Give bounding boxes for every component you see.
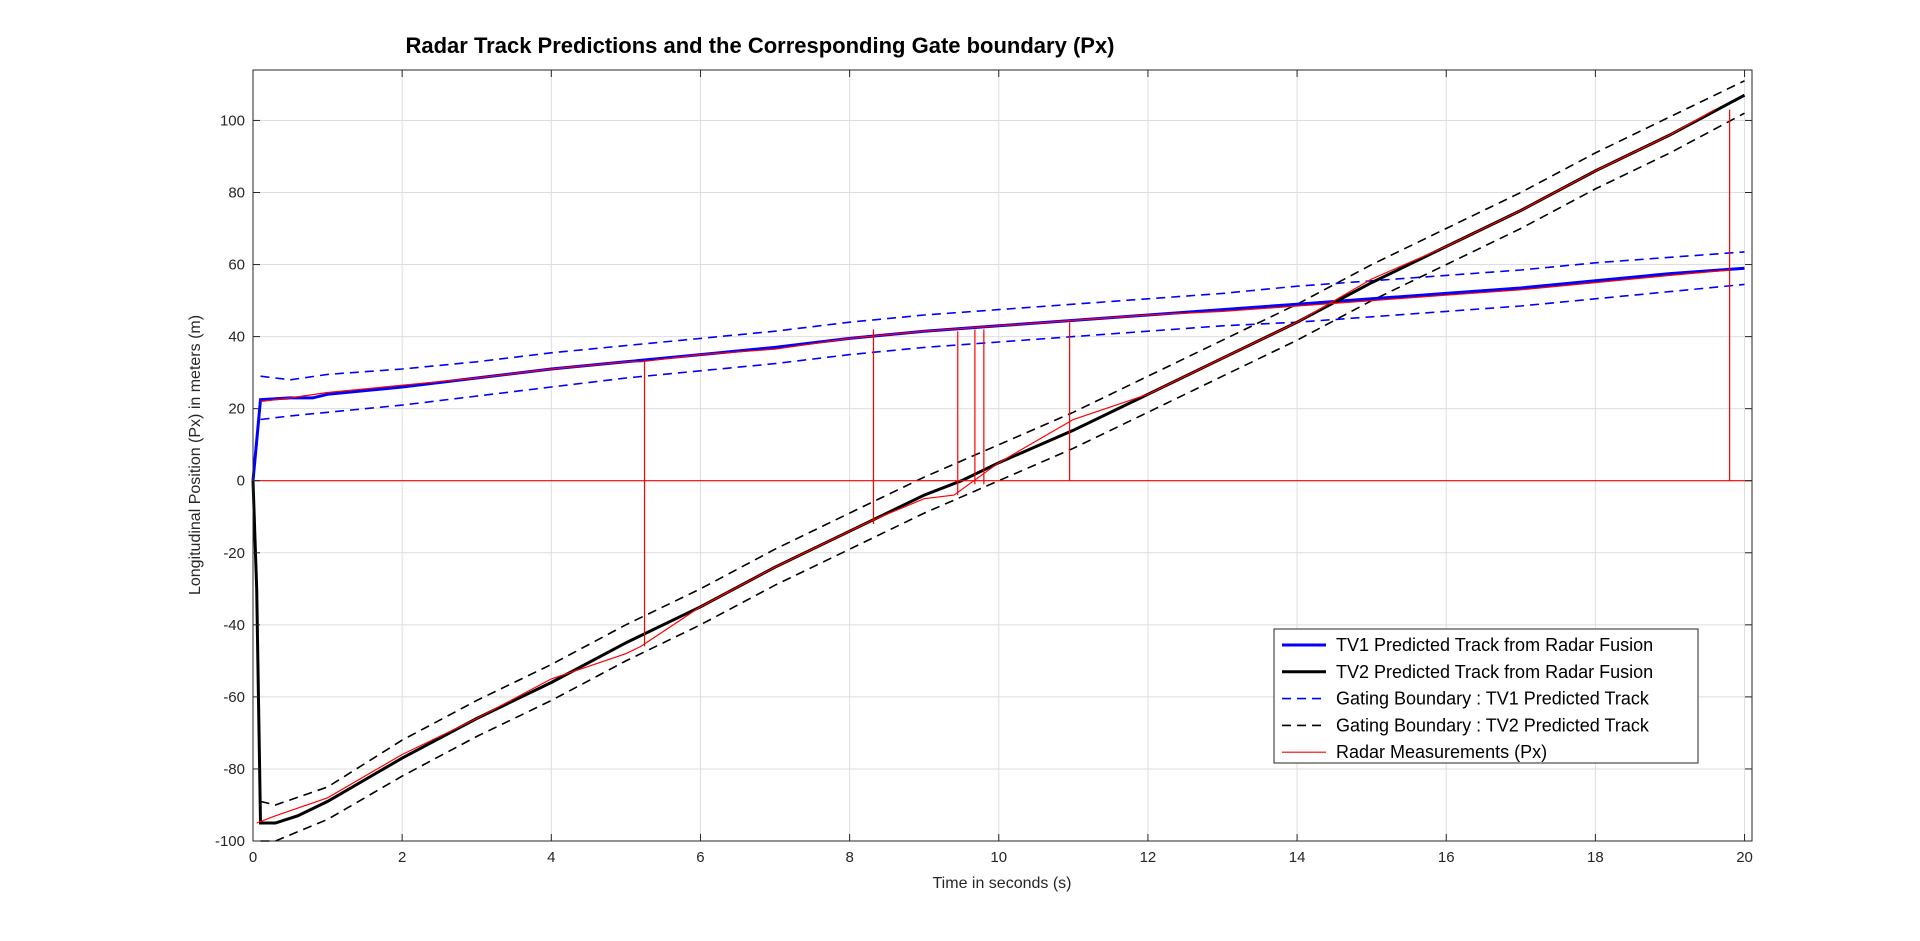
y-tick-label: -80 — [223, 761, 245, 778]
x-tick-label: 14 — [1289, 849, 1306, 866]
series-layer — [251, 80, 1752, 842]
y-tick-label: 20 — [228, 401, 245, 418]
y-tick-label: -40 — [223, 617, 245, 634]
radar-tv2-measurement-line — [256, 109, 1715, 824]
x-tick-label: 18 — [1587, 849, 1604, 866]
y-tick-label: 40 — [228, 329, 245, 346]
y-tick-label: -60 — [223, 689, 245, 706]
chart-title: Radar Track Predictions and the Correspo… — [405, 33, 1114, 58]
y-tick-label: -20 — [223, 545, 245, 562]
x-tick-label: 0 — [249, 849, 257, 866]
legend-label: Radar Measurements (Px) — [1336, 742, 1547, 762]
x-tick-label: 12 — [1140, 849, 1157, 866]
x-tick-label: 8 — [845, 849, 853, 866]
y-tick-label: 0 — [237, 473, 245, 490]
gate-tv2-lower-line — [260, 112, 1745, 842]
legend-label: Gating Boundary : TV1 Predicted Track — [1336, 689, 1650, 709]
legend: TV1 Predicted Track from Radar Fusion TV2… — [1273, 628, 1699, 764]
x-tick-label: 20 — [1736, 849, 1753, 866]
gate-tv2-upper-line — [260, 80, 1745, 806]
legend-items: TV1 Predicted Track from Radar Fusion TV2… — [1282, 635, 1653, 762]
legend-box — [1273, 628, 1699, 764]
y-tick-label: 100 — [220, 112, 245, 129]
y-tick-label: 60 — [228, 257, 245, 274]
legend-label: TV2 Predicted Track from Radar Fusion — [1336, 662, 1653, 682]
radar-tv1-measurement-line — [260, 269, 1730, 403]
ticks: 0 2 4 6 8 10 12 14 16 18 20 -100 -80 -60 -40 -20 0 20 40 60… — [215, 70, 1753, 866]
y-tick-label: 80 — [228, 184, 245, 201]
x-tick-label: 6 — [696, 849, 704, 866]
plot-frame — [252, 69, 1753, 842]
gate-tv1-lower-line — [260, 283, 1745, 421]
x-tick-label: 16 — [1438, 849, 1455, 866]
y-tick-label: -100 — [215, 833, 245, 850]
x-axis-label: Time in seconds (s) — [933, 875, 1072, 892]
legend-label: TV1 Predicted Track from Radar Fusion — [1336, 635, 1653, 655]
x-tick-label: 4 — [547, 849, 555, 866]
legend-label: Gating Boundary : TV2 Predicted Track — [1336, 715, 1650, 735]
x-tick-label: 2 — [398, 849, 406, 866]
x-tick-label: 10 — [990, 849, 1007, 866]
y-axis-label: Longitudinal Position (Px) in meters (m) — [187, 315, 204, 595]
